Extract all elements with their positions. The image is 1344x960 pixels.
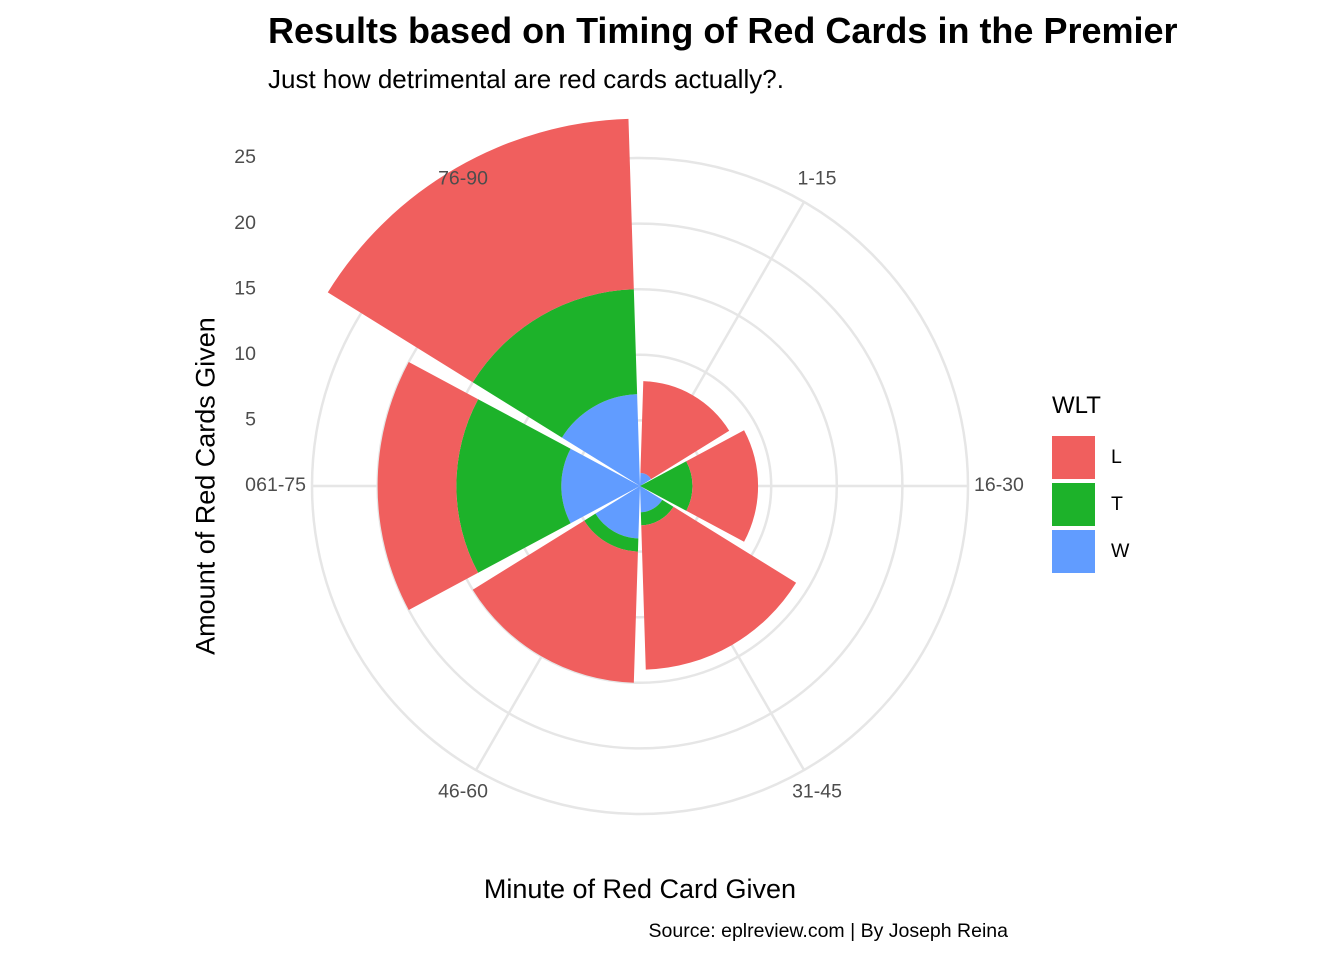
r-tick-label: 5 bbox=[245, 409, 256, 431]
legend-label: L bbox=[1111, 446, 1122, 468]
wedge-t-61-75 bbox=[456, 399, 571, 573]
wedge-w-76-90 bbox=[561, 394, 640, 486]
legend-title: WLT bbox=[1052, 392, 1101, 419]
wedge-t-46-60 bbox=[584, 513, 639, 552]
chart-title: Results based on Timing of Red Cards in … bbox=[268, 10, 1178, 51]
category-label: 1-15 bbox=[797, 168, 836, 190]
wedge-t-76-90 bbox=[472, 289, 638, 438]
wedge-l-16-30 bbox=[686, 430, 759, 542]
legend-item-t: T bbox=[1052, 481, 1129, 528]
bar-layer bbox=[327, 118, 797, 683]
legend-items: L T W bbox=[1052, 434, 1129, 575]
legend-item-l: L bbox=[1052, 434, 1129, 481]
legend-key bbox=[1052, 483, 1095, 526]
wedge-w-31-45 bbox=[640, 486, 663, 513]
chart-subtitle: Just how detrimental are red cards actua… bbox=[268, 64, 784, 94]
legend-label: W bbox=[1111, 540, 1130, 562]
r-tick-label: 0 bbox=[245, 474, 256, 496]
chart-caption: Source: eplreview.com | By Joseph Reina bbox=[648, 920, 1009, 942]
label-layer: 1-15 16-30 31-45 46-60 61-75 76-90 0 5 10 15 20 25 bbox=[234, 146, 1024, 803]
legend-key bbox=[1052, 436, 1095, 479]
wedge-l-76-90 bbox=[327, 118, 634, 383]
category-label: 61-75 bbox=[256, 474, 306, 496]
category-label: 76-90 bbox=[438, 168, 488, 190]
category-label: 16-30 bbox=[974, 474, 1024, 496]
y-axis-label: Amount of Red Cards Given bbox=[190, 317, 221, 655]
r-tick-label: 15 bbox=[234, 277, 256, 299]
wedge-l-61-75 bbox=[377, 362, 479, 610]
r-tick-label: 25 bbox=[234, 146, 256, 168]
wedge-l-46-60 bbox=[472, 520, 638, 683]
wedge-w-1-15 bbox=[640, 472, 652, 486]
legend-key bbox=[1052, 530, 1095, 573]
r-tick-label: 10 bbox=[234, 343, 256, 365]
legend: WLT L T W bbox=[1052, 392, 1129, 575]
wedge-t-31-45 bbox=[640, 499, 674, 526]
wedge-l-31-45 bbox=[641, 506, 797, 670]
category-label: 46-60 bbox=[438, 781, 488, 803]
wedge-w-61-75 bbox=[561, 448, 640, 524]
legend-item-w: W bbox=[1052, 528, 1129, 575]
r-tick-label: 20 bbox=[234, 212, 256, 234]
wedge-t-16-30 bbox=[640, 461, 693, 511]
x-axis-label: Minute of Red Card Given bbox=[483, 874, 797, 904]
wedge-w-46-60 bbox=[595, 486, 640, 539]
wedge-l-1-15 bbox=[640, 381, 730, 480]
category-label: 31-45 bbox=[792, 781, 842, 803]
legend-label: T bbox=[1111, 493, 1123, 515]
